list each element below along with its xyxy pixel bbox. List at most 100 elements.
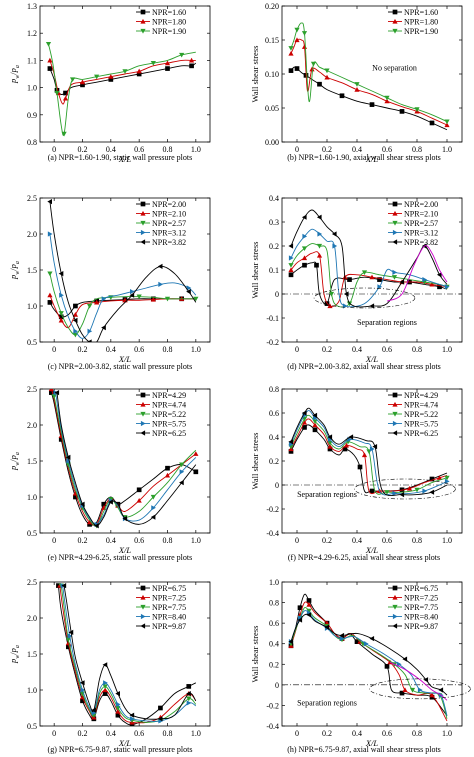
data-point-marker — [108, 499, 113, 505]
data-point-marker — [392, 210, 398, 216]
x-tick-label: 0 — [52, 729, 56, 738]
data-point-marker — [186, 285, 192, 291]
data-point-marker — [372, 444, 378, 450]
y-tick-label: 0.1 — [269, 266, 279, 275]
data-point-marker — [179, 480, 184, 486]
data-point-marker — [186, 684, 192, 689]
chart-caption: (e) NPR=4.29-6.25, static wall pressure … — [48, 553, 193, 562]
series-line — [49, 233, 197, 339]
data-point-marker — [72, 332, 79, 338]
data-point-marker — [140, 420, 146, 427]
data-point-marker — [317, 81, 322, 87]
data-point-marker — [65, 644, 71, 650]
data-point-marker — [354, 82, 360, 87]
legend-entry: NPR=8.40 — [152, 613, 186, 622]
y-tick-label: 2.5 — [27, 578, 37, 587]
x-tick-label: 0.6 — [382, 729, 392, 738]
legend-entry: NPR=6.25 — [152, 429, 186, 438]
data-point-marker — [62, 95, 69, 101]
data-point-marker — [414, 487, 420, 493]
x-tick-label: 0.4 — [106, 729, 116, 738]
data-point-marker — [158, 281, 164, 287]
series-line — [290, 66, 448, 131]
data-point-marker — [80, 82, 85, 88]
data-point-marker — [101, 501, 107, 507]
x-axis-label: X/L — [118, 545, 132, 555]
data-point-marker — [310, 61, 317, 67]
data-point-marker — [188, 57, 195, 63]
data-point-marker — [429, 281, 435, 287]
data-point-marker — [392, 585, 398, 591]
plot-frame — [281, 581, 463, 727]
y-tick-label: 1.0 — [27, 84, 37, 93]
series-line — [49, 273, 196, 336]
chart-b: 0 0.2 0.4 0.6 0.8 1.0 0.00 0.05 0.10 0.15 0.20 NPR=… — [250, 2, 463, 164]
data-point-marker — [136, 294, 142, 300]
data-point-marker — [72, 317, 78, 323]
data-point-marker — [67, 633, 73, 639]
data-point-marker — [140, 28, 146, 34]
x-tick-label: 0 — [295, 729, 299, 738]
y-tick-label: 0.4 — [269, 194, 279, 203]
legend-entry: NPR=6.25 — [404, 429, 438, 438]
data-point-marker — [339, 93, 345, 99]
data-point-marker — [327, 303, 333, 309]
data-point-marker — [140, 229, 146, 236]
x-tick-label: 0.2 — [322, 345, 332, 354]
series-line — [49, 201, 197, 342]
data-point-marker — [361, 270, 368, 275]
data-point-marker — [122, 69, 128, 74]
data-point-marker — [392, 430, 398, 436]
data-point-marker — [58, 311, 64, 316]
data-point-marker — [102, 687, 108, 693]
data-point-marker — [302, 425, 307, 430]
legend-entry: NPR=2.57 — [152, 219, 186, 228]
data-point-marker — [392, 594, 398, 600]
legend-entry: NPR=2.10 — [152, 210, 186, 219]
y-tick-label: -0.2 — [266, 338, 279, 347]
data-point-marker — [392, 201, 398, 207]
data-point-marker — [316, 243, 323, 249]
data-point-marker — [115, 712, 121, 718]
y-tick-label: 0.05 — [265, 104, 279, 113]
data-point-marker — [384, 664, 390, 669]
data-point-marker — [332, 243, 338, 249]
y-tick-label: 1.5 — [27, 650, 37, 659]
x-tick-label: 0 — [295, 536, 299, 545]
data-point-marker — [444, 119, 450, 125]
data-point-marker — [302, 233, 308, 239]
data-point-marker — [186, 289, 191, 295]
data-point-marker — [384, 95, 390, 101]
data-point-marker — [392, 490, 398, 496]
data-point-marker — [316, 214, 322, 220]
data-point-marker — [294, 27, 300, 33]
data-point-marker — [51, 394, 57, 399]
data-point-marker — [392, 229, 398, 236]
data-point-marker — [73, 494, 78, 500]
x-tick-label: 0.8 — [163, 345, 173, 354]
data-point-marker — [47, 271, 53, 277]
y-tick-label: 0.5 — [27, 338, 37, 347]
data-point-marker — [58, 317, 64, 323]
y-tick-label: 2.5 — [27, 385, 37, 394]
data-point-marker — [66, 458, 71, 464]
series-group — [48, 389, 199, 529]
x-axis-label: X/L — [118, 738, 132, 748]
data-point-marker — [399, 492, 405, 498]
x-tick-label: 0 — [52, 145, 56, 154]
data-point-marker — [409, 687, 416, 693]
x-tick-label: 0.2 — [78, 729, 88, 738]
legend-entry: NPR=2.00 — [152, 200, 186, 209]
data-point-marker — [369, 446, 375, 452]
y-tick-label: -0.2 — [266, 505, 279, 514]
chart-caption: (b) NPR=1.60-1.90, axial wall shear stre… — [287, 153, 441, 162]
data-point-marker — [140, 623, 146, 629]
data-point-marker — [346, 301, 353, 307]
data-point-marker — [47, 292, 53, 298]
y-tick-label: 0.8 — [269, 599, 279, 608]
data-point-marker — [354, 87, 360, 92]
data-point-marker — [309, 66, 315, 72]
x-tick-label: 0.2 — [78, 345, 88, 354]
data-point-marker — [72, 312, 79, 317]
y-axis-label: Wall shear stress — [250, 626, 260, 683]
